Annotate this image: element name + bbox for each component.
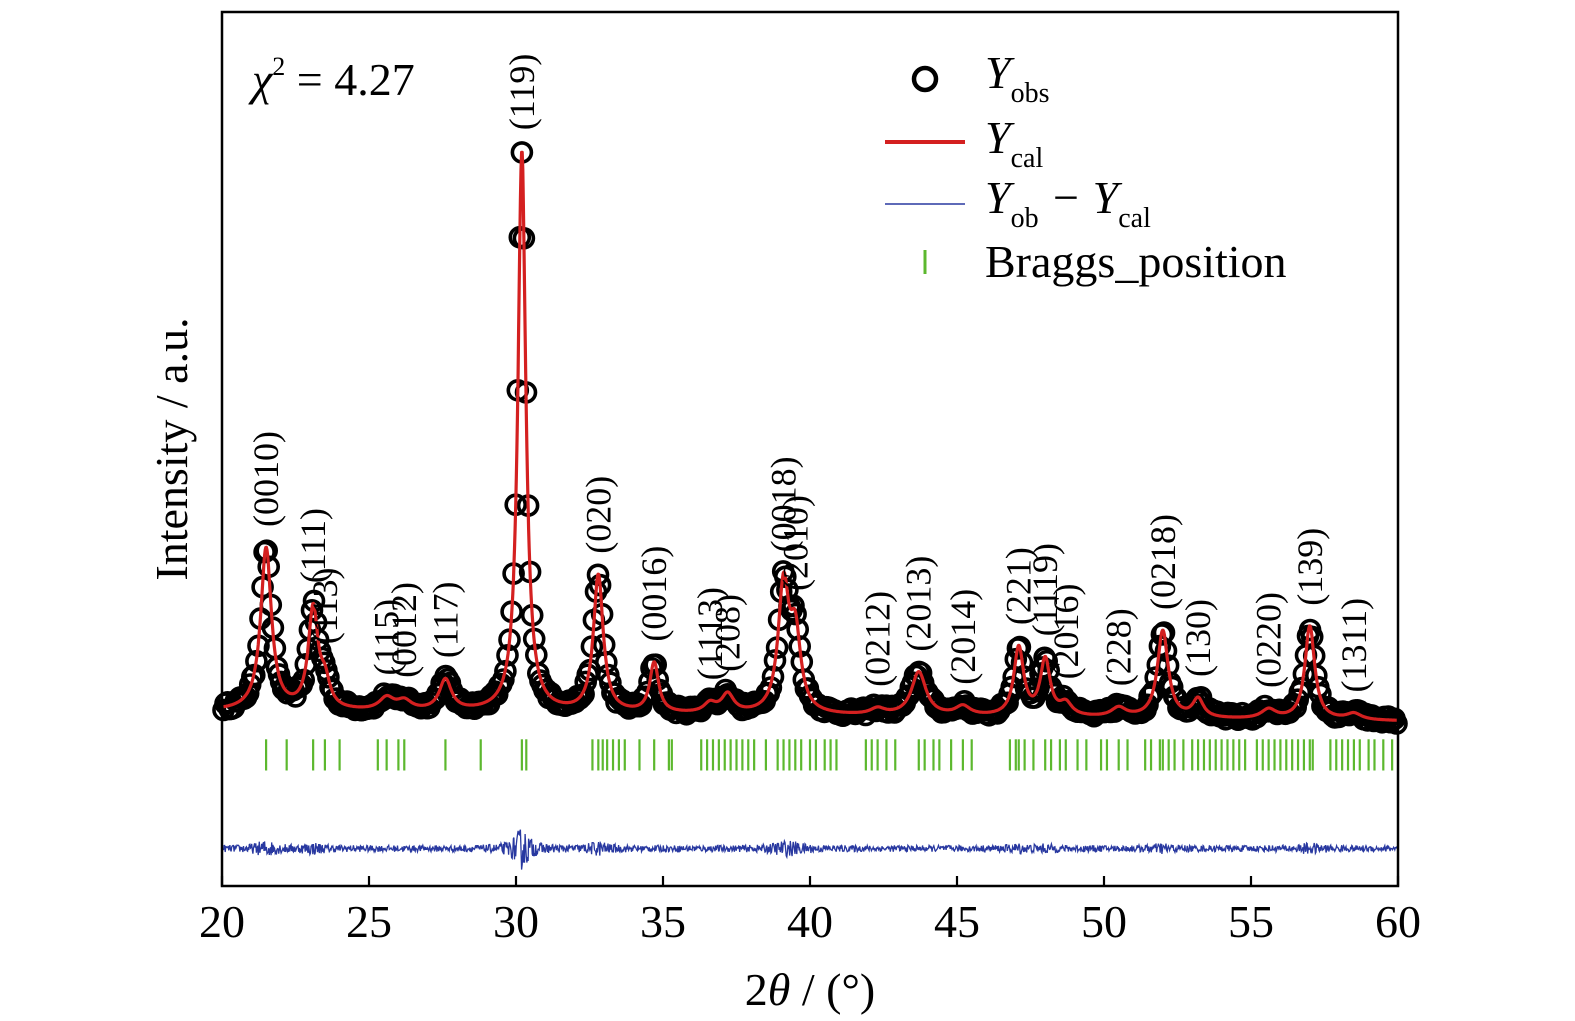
calculated-series-line — [222, 150, 1399, 722]
bragg-ticks-layer — [265, 739, 1394, 771]
y-axis-title: Intensity / a.u. — [146, 317, 197, 580]
x-tick-label-45: 45 — [934, 896, 980, 947]
peak-label-2: (113) — [305, 568, 345, 645]
peak-label-0: (0010) — [246, 431, 286, 527]
peak-label-16: (221) — [999, 547, 1039, 625]
peak-label-22: (0220) — [1249, 592, 1289, 688]
x-tick-label-35: 35 — [640, 896, 686, 947]
obs-point-381 — [996, 691, 1019, 715]
obs-point-400 — [1035, 649, 1058, 673]
peak-label-21: (130) — [1178, 599, 1218, 677]
peak-label-15: (2014) — [943, 589, 983, 685]
peak-label-11: (0018) — [764, 456, 804, 552]
legend-obs-marker — [911, 65, 939, 93]
obs-point-51 — [317, 665, 340, 689]
legend-cal-label: Ycal — [985, 112, 1043, 174]
peak-label-23: (139) — [1290, 528, 1330, 606]
peak-label-24: (1311) — [1334, 598, 1374, 693]
peak-label-6: (119) — [502, 54, 542, 131]
x-tick-label-30: 30 — [493, 896, 539, 947]
peak-label-14: (2013) — [899, 556, 939, 652]
chi-symbol: χ — [248, 54, 274, 105]
obs-point-461 — [1160, 675, 1184, 699]
x-tick-label-25: 25 — [346, 896, 392, 947]
chi-exponent: 2 — [272, 52, 285, 81]
obs-point-278 — [784, 602, 807, 626]
legend: Yobs Ycal Yob − Ycal Braggs_position — [885, 47, 1287, 287]
peak-label-7: (020) — [578, 476, 618, 554]
peak-label-5: (117) — [425, 582, 465, 659]
x-tick-label-55: 55 — [1228, 896, 1274, 947]
x-axis-title: 2θ / (°) — [745, 964, 875, 1015]
difference-series-line — [222, 829, 1398, 870]
x-axis-ticks: 20 25 30 35 40 45 50 55 60 — [199, 876, 1421, 947]
peak-label-4: (0012) — [384, 582, 424, 678]
peak-label-8: (0016) — [634, 546, 674, 642]
legend-bragg-label: Braggs_position — [985, 236, 1287, 287]
peak-labels-layer: (0010)(111)(113) (115)(0012) (117) (119) (02… — [246, 54, 1374, 693]
chi-value: = 4.27 — [285, 54, 414, 105]
x-tick-label-40: 40 — [787, 896, 833, 947]
peak-label-9: (1113) — [690, 587, 730, 680]
legend-diff-label: Yob − Ycal — [985, 172, 1151, 234]
x-tick-label-50: 50 — [1081, 896, 1127, 947]
peak-label-17: (1119) — [1025, 543, 1065, 636]
plot-area — [212, 141, 1408, 870]
peak-label-10: (208) — [708, 594, 748, 672]
peak-label-13: (0212) — [858, 591, 898, 687]
x-tick-label-20: 20 — [199, 896, 245, 947]
obs-point-570 — [1385, 712, 1408, 735]
x-tick-label-60: 60 — [1375, 896, 1421, 947]
chi-squared-annotation: χ2 = 4.27 — [248, 52, 415, 105]
peak-label-19: (228) — [1099, 608, 1139, 686]
peak-label-18: (2016) — [1046, 583, 1086, 679]
peak-label-3: (115) — [367, 599, 407, 676]
peak-label-1: (111) — [293, 508, 333, 583]
peak-label-12: (2010) — [775, 495, 815, 591]
legend-obs-label: Yobs — [985, 47, 1050, 109]
peak-label-20: (0218) — [1143, 514, 1183, 610]
